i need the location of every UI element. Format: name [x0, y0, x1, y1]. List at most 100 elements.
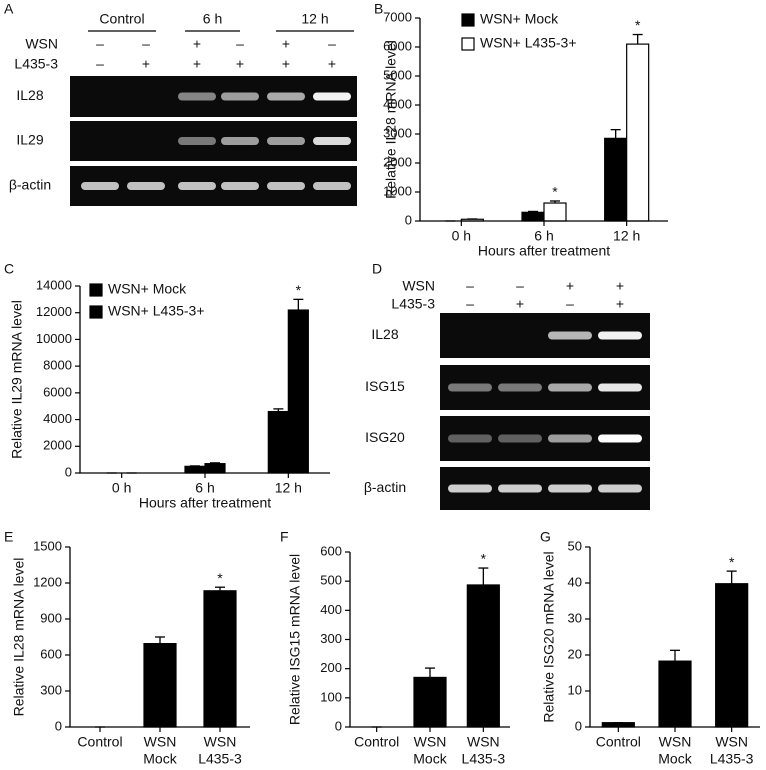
treatment-mark: – [516, 278, 524, 294]
treatment-mark: + [282, 36, 290, 52]
y-tick-label: 200 [320, 660, 342, 675]
gel-band [548, 484, 592, 493]
treatment-mark: + [328, 56, 336, 72]
gel-band [81, 182, 119, 190]
x-tick-label: Mock [658, 751, 692, 767]
y-tick-label: 0 [65, 464, 72, 479]
y-tick-label: 12000 [36, 304, 72, 319]
y-tick-label: 400 [320, 602, 342, 617]
y-tick-label: 300 [40, 682, 62, 697]
legend-label: WSN+ L435-3+ [480, 35, 577, 51]
gel-label: IL29 [16, 132, 43, 148]
y-tick-label: 0 [575, 718, 582, 733]
y-tick-label: 0 [55, 718, 62, 733]
significance-mark: * [635, 17, 641, 33]
y-tick-label: 10 [568, 682, 582, 697]
gel-band [313, 137, 351, 145]
x-tick-label: L435-3 [462, 751, 506, 767]
gel-band [448, 383, 492, 392]
x-tick-label: 12 h [613, 228, 640, 244]
treatment-mark: – [96, 36, 104, 52]
gel-label: β-actin [9, 177, 51, 193]
gel-band [498, 434, 542, 443]
y-tick-label: 600 [320, 543, 342, 558]
gel-band [221, 137, 259, 145]
treatment-mark: + [516, 296, 524, 312]
treatment-mark: + [193, 56, 201, 72]
bar [715, 583, 749, 728]
gel-label: ISG20 [365, 429, 405, 445]
group-label: 12 h [301, 11, 328, 27]
bar [543, 202, 567, 222]
gel-label: β-actin [364, 479, 406, 495]
legend-label: WSN+ Mock [480, 11, 559, 27]
treatment-mark: + [142, 56, 150, 72]
gel-band [598, 484, 642, 493]
x-axis-label: Hours after treatment [478, 243, 610, 259]
bar [658, 660, 692, 728]
significance-mark: * [729, 554, 735, 570]
x-tick-label: L435-3 [710, 751, 754, 767]
y-axis-label: Relative ISG20 mRNA level [541, 551, 557, 722]
axis-line [419, 18, 668, 222]
gel-band [448, 434, 492, 443]
gel-band [267, 92, 305, 101]
treatment-mark: – [142, 36, 150, 52]
panel-letter: D [372, 261, 382, 277]
treatment-mark: + [566, 278, 574, 294]
treatment-mark: – [328, 36, 336, 52]
x-tick-label: WSN [659, 734, 692, 750]
gel-band [598, 434, 642, 443]
gel-label: IL28 [16, 87, 43, 103]
gel-band [548, 383, 592, 392]
x-tick-label: 6 h [195, 480, 214, 496]
group-label: 6 h [203, 11, 222, 27]
group-label: Control [99, 11, 144, 27]
panel-letter: F [280, 529, 289, 545]
gel-band [221, 92, 259, 101]
y-tick-label: 300 [320, 631, 342, 646]
y-tick-label: 6000 [383, 38, 412, 53]
x-tick-label: L435-3 [198, 751, 242, 767]
x-tick-label: Control [596, 734, 641, 750]
treatment-mark: + [616, 278, 624, 294]
gel-band [598, 331, 642, 340]
treatment-mark: + [193, 36, 201, 52]
y-tick-label: 900 [40, 610, 62, 625]
y-tick-label: 10000 [36, 331, 72, 346]
row-label: L435-3 [391, 296, 435, 312]
y-tick-label: 500 [320, 573, 342, 588]
significance-mark: * [296, 282, 302, 298]
y-tick-label: 3000 [383, 125, 412, 140]
y-tick-label: 1000 [383, 183, 412, 198]
row-label: WSN [402, 278, 435, 294]
x-tick-label: WSN [144, 734, 177, 750]
y-tick-label: 100 [320, 689, 342, 704]
treatment-mark: – [466, 296, 474, 312]
bar [203, 590, 237, 728]
gel-band [313, 182, 351, 190]
x-tick-label: 0 h [112, 480, 131, 496]
gel-band [267, 137, 305, 145]
bar [413, 676, 447, 728]
bar [466, 584, 500, 728]
y-tick-label: 20 [568, 646, 582, 661]
treatment-mark: – [566, 296, 574, 312]
gel-band [178, 92, 216, 101]
axis-line [79, 286, 330, 474]
axis-line [69, 547, 250, 728]
x-tick-label: 12 h [275, 480, 302, 496]
y-tick-label: 2000 [383, 154, 412, 169]
gel-band [127, 182, 165, 190]
y-axis-label: Relative IL28 mRNA level [11, 558, 27, 717]
y-tick-label: 1200 [33, 574, 62, 589]
x-tick-label: 6 h [534, 228, 553, 244]
gel-band [267, 182, 305, 190]
treatment-mark: + [236, 56, 244, 72]
gel-band [313, 92, 351, 101]
x-tick-label: WSN [204, 734, 237, 750]
y-axis-label: Relative IL29 mRNA level [9, 300, 25, 459]
y-tick-label: 14000 [36, 277, 72, 292]
y-tick-label: 1500 [33, 538, 62, 553]
